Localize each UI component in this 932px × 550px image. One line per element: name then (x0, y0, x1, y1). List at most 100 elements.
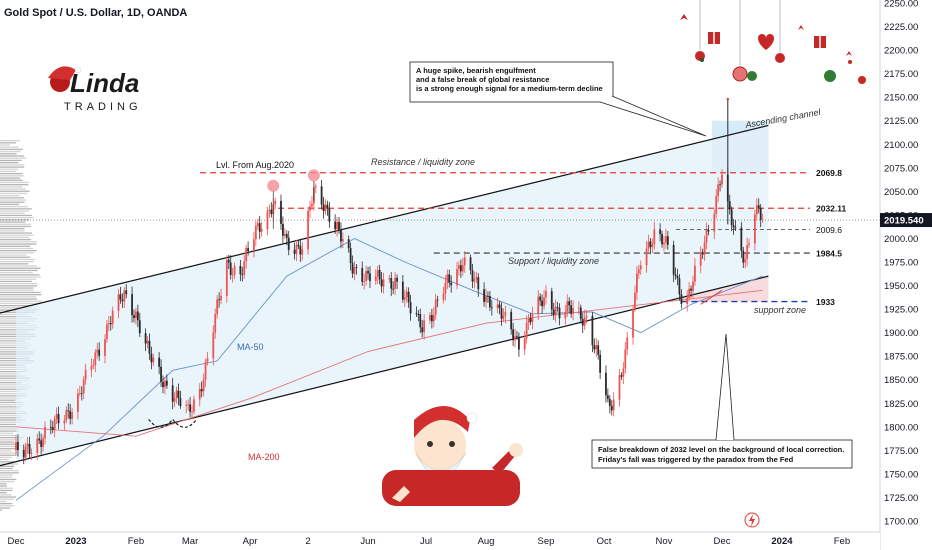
candle (417, 309, 420, 322)
candle (458, 261, 460, 276)
candle (510, 308, 513, 335)
volume-profile-bar (0, 243, 37, 245)
logo-icon (48, 66, 82, 92)
candle (396, 274, 398, 289)
volume-profile-bar (0, 148, 23, 151)
volume-profile-bar (0, 190, 30, 192)
candle (703, 235, 706, 261)
flash-icon[interactable] (744, 512, 760, 528)
candle (475, 271, 478, 284)
volume-profile-bar (0, 494, 12, 496)
ma-50-label: MA-50 (237, 342, 264, 352)
y-tick-label: 2075.00 (884, 163, 918, 174)
candle (202, 373, 205, 397)
volume-profile-bar (0, 443, 21, 445)
volume-profile-bar (0, 344, 32, 346)
volume-profile-bar (0, 168, 18, 170)
candle (38, 431, 41, 444)
x-axis[interactable]: Dec 2023 Feb Mar Apr 2 Jun Jul Aug Sep Oct Nov Dec 20… (0, 531, 880, 550)
volume-profile-bar (0, 272, 33, 274)
candle (328, 201, 331, 228)
candle (558, 303, 561, 326)
candle (309, 200, 311, 219)
volume-profile-bar (0, 164, 25, 166)
volume-profile-bar (0, 234, 34, 236)
x-tick-label: 2023 (65, 536, 86, 547)
candle (146, 336, 149, 349)
channel-fill (16, 125, 769, 462)
candle (164, 377, 166, 395)
candle (287, 230, 290, 256)
candle (78, 385, 81, 397)
candle (516, 331, 518, 340)
volume-profile-bar (0, 507, 10, 509)
volume-profile-bar (0, 437, 24, 439)
volume-profile-bar (0, 368, 29, 371)
candle (663, 236, 665, 252)
volume-profile-bar (0, 474, 13, 476)
volume-profile-bar (0, 397, 22, 399)
candle (599, 350, 602, 380)
candle (529, 312, 532, 326)
volume-profile-bar (0, 472, 19, 474)
current-price-badge-label: 2019.540 (884, 216, 924, 227)
volume-profile-bar (0, 390, 21, 393)
level-label: 2032.11 (816, 204, 847, 214)
y-tick-label: 1725.00 (884, 493, 918, 504)
candle (688, 282, 691, 302)
candle (382, 272, 385, 294)
volume-profile-bar (0, 289, 34, 291)
candle (732, 218, 735, 235)
candle (707, 224, 710, 236)
candle (694, 258, 696, 286)
candle (442, 286, 445, 304)
annotation-lvl-aug-2020: Lvl. From Aug.2020 (216, 160, 294, 170)
candle (581, 312, 584, 334)
candle (744, 252, 747, 269)
candle (390, 272, 393, 297)
volume-profile-bar (0, 388, 28, 390)
candle (659, 223, 662, 242)
candle (135, 307, 137, 325)
candle (297, 240, 300, 249)
candle (133, 309, 135, 323)
candle (525, 315, 528, 344)
volume-profile-bar (0, 274, 40, 276)
candle (158, 352, 161, 375)
candle (543, 289, 545, 310)
y-tick-label: 1975.00 (884, 258, 918, 269)
candle (496, 297, 499, 314)
candle (577, 301, 580, 315)
volume-profile-bar (0, 291, 41, 294)
candle (374, 269, 377, 285)
candle (254, 220, 257, 247)
candle (647, 234, 650, 252)
candle (622, 361, 625, 385)
volume-profile-bar (0, 188, 26, 190)
candle (280, 194, 282, 230)
candle (612, 392, 615, 417)
candle (171, 378, 174, 410)
candle (311, 196, 313, 210)
candle (550, 287, 553, 316)
volume-profile-bar (0, 313, 27, 316)
y-tick-label: 1800.00 (884, 422, 918, 433)
volume-profile-bar (0, 236, 30, 239)
annotation-support-zone-mid: Support / liquidity zone (508, 256, 599, 266)
candle (626, 332, 629, 356)
candle (69, 403, 72, 425)
candle (347, 235, 350, 253)
candle (378, 264, 381, 285)
candle (229, 255, 232, 280)
volume-profile-bar (0, 305, 34, 307)
annotation-support-zone: support zone (754, 305, 806, 315)
y-axis[interactable]: 1700.00 1725.00 1750.00 1775.00 1800.00 1825.… (879, 0, 932, 550)
candle (322, 196, 325, 219)
candle (512, 322, 515, 346)
candle (635, 266, 638, 300)
candle (55, 407, 58, 425)
candle (227, 254, 230, 270)
candle (220, 288, 222, 305)
volume-profile-bar (0, 245, 31, 247)
